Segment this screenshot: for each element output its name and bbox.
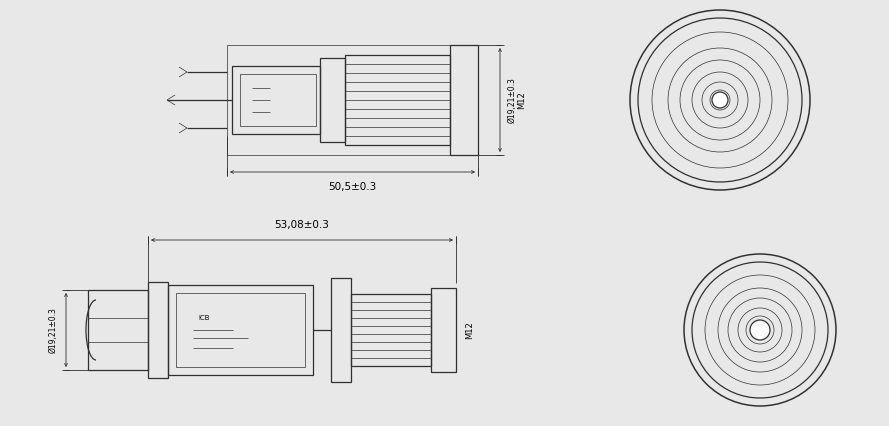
Text: 50,5±0.3: 50,5±0.3 bbox=[328, 182, 377, 192]
Text: Ø19,21±0.3: Ø19,21±0.3 bbox=[49, 307, 58, 353]
Text: 53,08±0.3: 53,08±0.3 bbox=[275, 220, 330, 230]
Bar bbox=[168, 285, 313, 375]
Bar bbox=[331, 278, 351, 382]
Bar bbox=[176, 293, 305, 367]
Circle shape bbox=[712, 92, 728, 108]
Circle shape bbox=[750, 320, 770, 340]
Bar bbox=[345, 55, 450, 145]
Bar bbox=[431, 288, 456, 372]
Bar bbox=[320, 58, 345, 142]
Text: M12: M12 bbox=[517, 91, 526, 109]
Text: Ø19,21±0.3: Ø19,21±0.3 bbox=[508, 77, 517, 123]
Bar bbox=[450, 45, 478, 155]
Bar bbox=[240, 74, 316, 126]
Bar bbox=[148, 282, 168, 378]
Text: M12: M12 bbox=[466, 321, 475, 339]
Bar bbox=[227, 45, 478, 155]
Bar bbox=[88, 290, 148, 370]
Text: ICB: ICB bbox=[198, 315, 210, 321]
Bar bbox=[232, 66, 320, 134]
Bar bbox=[351, 294, 431, 366]
